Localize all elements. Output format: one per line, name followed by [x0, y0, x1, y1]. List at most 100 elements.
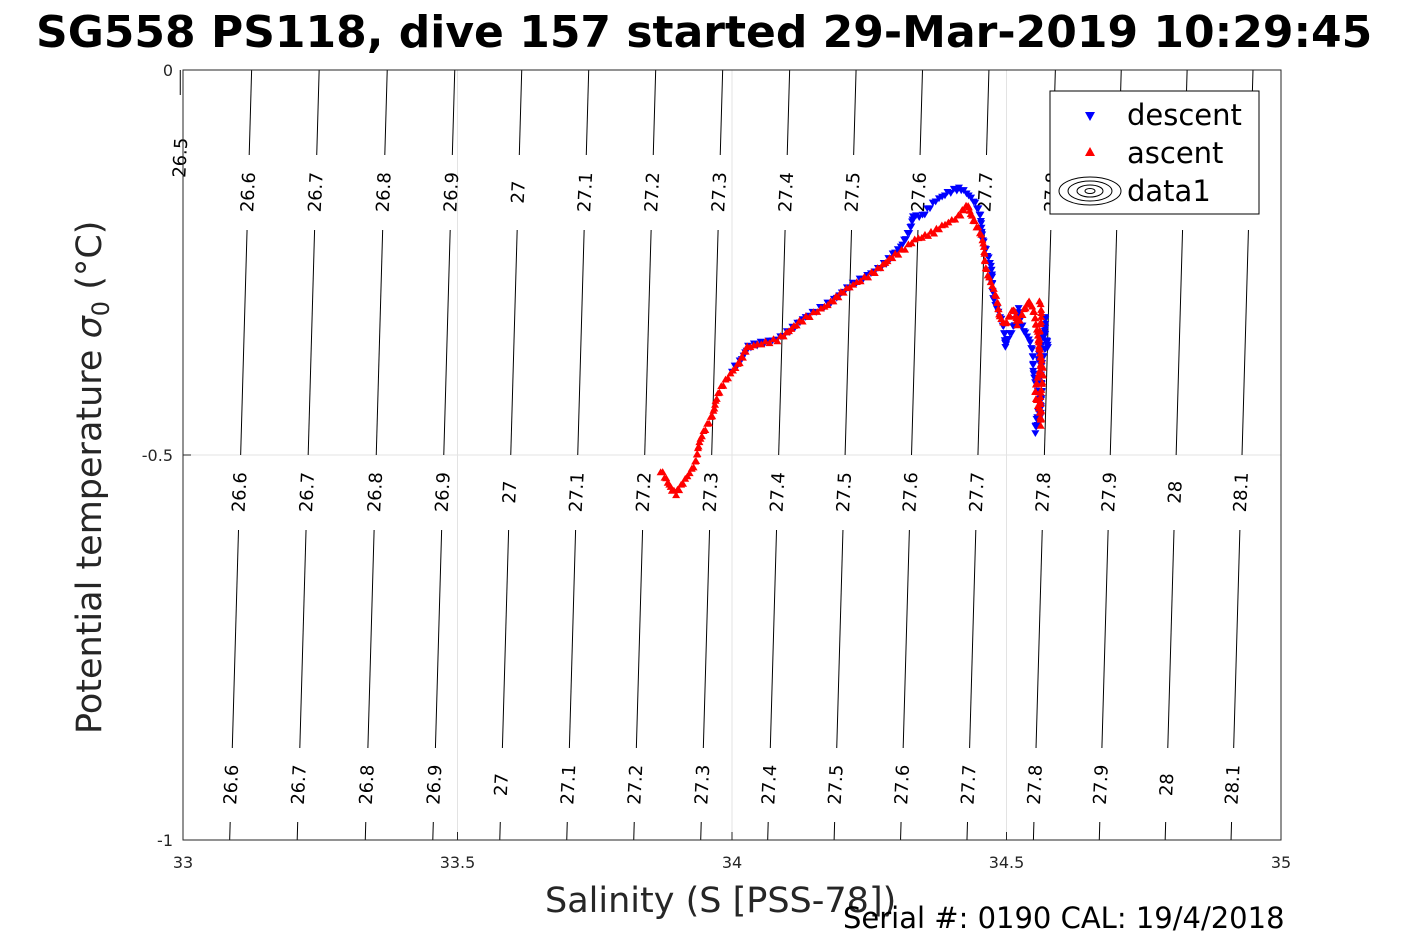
contour-line — [585, 69, 590, 156]
contour-line — [566, 821, 568, 841]
descent-point — [1029, 370, 1038, 378]
contour-label: 26.7 — [288, 764, 311, 805]
contour-line — [499, 821, 501, 841]
ascent-point — [901, 245, 910, 253]
contour-label: 27.7 — [958, 764, 981, 805]
contour-line — [384, 69, 388, 156]
ascent-point — [1036, 397, 1045, 405]
descent-point — [1026, 339, 1035, 347]
x-tick-label: 35 — [1271, 853, 1291, 872]
contour-line — [786, 69, 791, 156]
contour-label: 28 — [1156, 773, 1178, 797]
contour-line — [986, 69, 990, 156]
ascent-point — [839, 288, 848, 296]
contour-line — [432, 821, 434, 841]
ascent-point — [1035, 342, 1044, 350]
contour-label: 27.6 — [899, 472, 922, 513]
descent-point — [1031, 430, 1040, 438]
ascent-point — [970, 217, 979, 225]
grid — [183, 70, 1281, 840]
ascent-point — [741, 347, 750, 355]
descent-point — [898, 241, 907, 249]
contour-line — [501, 529, 510, 749]
legend-ascent-label: ascent — [1127, 136, 1223, 170]
descent-point — [974, 205, 983, 213]
ascent-point — [813, 308, 822, 315]
ascent-point — [1031, 314, 1040, 322]
contour-label: 26.9 — [423, 764, 446, 805]
contour-line — [702, 529, 711, 749]
descent-point — [1014, 305, 1023, 312]
contour-label: 27.1 — [574, 172, 597, 213]
ascent-point — [723, 374, 732, 382]
ascent-point — [757, 340, 766, 348]
contour-label: 27 — [499, 480, 521, 504]
ascent-point — [994, 305, 1003, 313]
ascent-point — [693, 450, 702, 458]
contour-line — [231, 529, 240, 749]
ascent-point — [1010, 307, 1019, 315]
contour-line — [1230, 821, 1233, 841]
ascent-point — [689, 463, 698, 471]
contour-line — [367, 529, 375, 749]
contour-line — [364, 821, 367, 841]
ascent-point — [735, 359, 744, 367]
ascent-point — [672, 491, 681, 499]
ascent-point — [959, 206, 968, 214]
ascent-point — [1038, 378, 1047, 386]
y-axis-ticks: 0 -0.5 -1 — [142, 61, 191, 850]
ascent-point — [1035, 297, 1044, 305]
contour-label: 27.5 — [833, 472, 856, 513]
ascent-point — [738, 353, 747, 361]
ascent-point — [1038, 370, 1047, 378]
contour-label: 26.8 — [356, 764, 379, 805]
ascent-point — [870, 269, 879, 277]
descent-point — [1021, 329, 1030, 337]
ascent-point — [982, 265, 991, 273]
descent-point — [912, 212, 921, 220]
descent-point — [1040, 327, 1049, 335]
contour-line — [248, 69, 253, 156]
contour-label: 27.8 — [1032, 472, 1055, 513]
contour-label: 28 — [1164, 480, 1186, 504]
ascent-point — [1030, 308, 1039, 316]
ascent-point — [834, 293, 843, 301]
chart-title: SG558 PS118, dive 157 started 29-Mar-201… — [36, 7, 1372, 58]
ascent-point — [694, 442, 703, 450]
ascent-point — [979, 243, 988, 250]
x-tick-label: 34 — [722, 853, 742, 872]
y-axis-label-sigma: σ — [70, 314, 110, 338]
descent-point — [977, 220, 986, 227]
ascent-point — [941, 220, 950, 228]
ascent-point — [930, 229, 939, 237]
ascent-point — [1028, 302, 1037, 310]
ascent-point — [692, 457, 701, 465]
serial-footer: Serial #: 0190 CAL: 19/4/2018 — [843, 901, 1285, 935]
contour-label: 27 — [491, 773, 513, 797]
ascent-point — [712, 395, 721, 402]
contour-label: 26.7 — [305, 172, 328, 213]
density-contours: 26.5 26.6 26.6 26.6 26.7 26.7 26.7 26.8 26.8 26.8… — [169, 69, 1262, 841]
contour-line — [1241, 229, 1249, 456]
contour-line — [1175, 229, 1184, 456]
ascent-point — [894, 250, 903, 258]
ascent-point — [675, 486, 684, 494]
contour-line — [1233, 529, 1241, 749]
ascent-point — [701, 426, 710, 434]
descent-point — [1043, 344, 1052, 351]
contour-label: 26.6 — [229, 472, 252, 513]
ascent-point — [856, 277, 865, 285]
contour-label: 27.5 — [842, 172, 865, 213]
ascent-point — [662, 474, 671, 482]
ascent-point — [746, 343, 755, 351]
ascent-point — [685, 469, 694, 477]
descent-point — [931, 198, 940, 206]
legend-descent-marker — [1085, 112, 1095, 121]
contour-line — [719, 69, 724, 156]
contour-line — [700, 821, 702, 841]
descent-point — [907, 223, 916, 231]
legend-data1-label: data1 — [1127, 174, 1211, 208]
contour-line — [443, 229, 451, 456]
descent-point — [925, 205, 934, 213]
